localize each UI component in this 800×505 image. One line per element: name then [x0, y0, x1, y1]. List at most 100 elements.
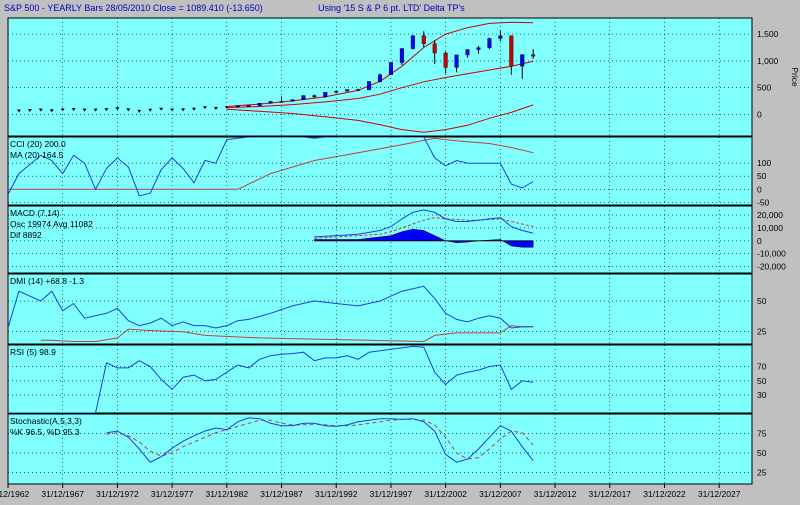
candle: [246, 105, 251, 107]
price-marker: [104, 108, 109, 112]
price-marker: [213, 106, 218, 110]
candle: [345, 89, 350, 92]
candle: [443, 52, 448, 68]
price-marker: [126, 108, 131, 112]
ytick-price-2: 500: [757, 83, 771, 93]
dmi-plus-line: [8, 285, 534, 329]
candle: [410, 35, 415, 49]
panel-title-cci: CCI (20) 200.0: [10, 139, 66, 149]
ytick-dmi-0: 50: [757, 296, 767, 306]
candle: [257, 103, 262, 106]
candle: [454, 54, 459, 68]
price-marker: [93, 108, 98, 112]
candle: [520, 54, 525, 67]
candle: [334, 90, 339, 93]
xtick-label-10: 31/12/2012: [534, 489, 577, 499]
candle: [421, 35, 426, 44]
panel-stoch: [7, 413, 753, 485]
price-marker: [49, 109, 54, 113]
chart-subtitle: Using '15 S & P 6 pt. LTD' Delta TP's: [318, 3, 465, 13]
price-marker: [148, 108, 153, 112]
price-marker: [60, 108, 65, 112]
candle: [279, 101, 284, 103]
panel-title-dmi: DMI (14) +68.8 -1.3: [10, 276, 84, 286]
price-marker: [82, 108, 87, 112]
candle: [378, 74, 383, 82]
panel-rsi: [7, 344, 753, 414]
rsi-line: [8, 345, 534, 413]
candle: [432, 43, 437, 54]
ytick-cci-1: 50: [757, 171, 767, 181]
panel-title-macd: MACD (7,14): [10, 208, 60, 218]
candle: [531, 54, 536, 57]
xtick-label-4: 31/12/1982: [206, 489, 249, 499]
ytick-rsi-2: 30: [757, 390, 767, 400]
cci-ma-line: [8, 137, 534, 190]
candle: [268, 101, 273, 104]
panel-subtitle-stoch: %K 96.5, %D 95.3: [10, 427, 80, 437]
candle: [312, 95, 317, 98]
panel-subtitle-cci: MA (20) 164.5: [10, 150, 64, 160]
xtick-label-7: 31/12/1997: [370, 489, 413, 499]
candle: [356, 89, 361, 91]
xtick-label-11: 31/12/2017: [588, 489, 631, 499]
panel-title-stoch: Stochastic(A,5,3,3): [10, 416, 82, 426]
candle: [235, 105, 240, 108]
candle: [476, 47, 481, 50]
candle: [301, 95, 306, 100]
ytick-cci-2: 0: [757, 184, 762, 194]
candle: [399, 48, 404, 63]
series-stoch: [8, 414, 752, 484]
ytick-price-0: 1,500: [757, 29, 779, 39]
macd-line: [314, 209, 534, 238]
ytick-price-3: 0: [757, 110, 762, 120]
candle: [498, 35, 503, 39]
price-marker: [170, 108, 175, 112]
chart-title: S&P 500 - YEARLY Bars 28/05/2010 Close =…: [4, 3, 263, 13]
band-mid-line: [226, 60, 534, 109]
ytick-rsi-0: 70: [757, 361, 767, 371]
panel-cci: [7, 136, 753, 206]
ytick-dmi-1: 25: [757, 327, 767, 337]
dmi-minus-line: [40, 325, 534, 343]
ytick-macd-0: 20,000: [757, 210, 783, 220]
xtick-label-9: 31/12/2007: [479, 489, 522, 499]
series-cci: [8, 137, 752, 205]
ytick-price-1: 1,000: [757, 56, 779, 66]
ytick-cci-0: 100: [757, 158, 771, 168]
series-dmi: [8, 274, 752, 344]
series-price: [8, 18, 752, 136]
price-marker: [27, 109, 32, 113]
series-macd: [8, 206, 752, 273]
panel-subtitle2-macd: Dif 8892: [10, 230, 42, 240]
price-marker: [71, 108, 76, 112]
band-lower-line: [226, 104, 534, 133]
price-axis-label: Price: [790, 67, 800, 87]
price-marker: [159, 107, 164, 111]
ytick-macd-4: -20,000: [757, 262, 786, 272]
price-marker: [16, 109, 21, 113]
panel-title-rsi: RSI (5) 98.9: [10, 347, 56, 357]
xtick-label-0: 31/12/1962: [0, 489, 30, 499]
xtick-label-12: 31/12/2022: [643, 489, 686, 499]
candle: [323, 91, 328, 98]
ytick-stoch-0: 75: [757, 428, 767, 438]
candle: [388, 62, 393, 76]
ytick-macd-2: 0: [757, 236, 762, 246]
cci-line: [8, 137, 534, 197]
xtick-label-8: 31/12/2002: [424, 489, 467, 499]
candle: [367, 81, 372, 91]
ytick-cci-3: -50: [757, 197, 770, 207]
price-marker: [115, 107, 120, 111]
candle: [509, 35, 514, 67]
price-marker: [38, 108, 43, 112]
ytick-stoch-2: 25: [757, 467, 767, 477]
stoch-k-line: [106, 417, 534, 463]
price-marker: [202, 106, 207, 110]
xtick-label-13: 31/12/2027: [698, 489, 741, 499]
candle: [487, 38, 492, 48]
candle: [465, 49, 470, 56]
panel-dmi: [7, 273, 753, 345]
